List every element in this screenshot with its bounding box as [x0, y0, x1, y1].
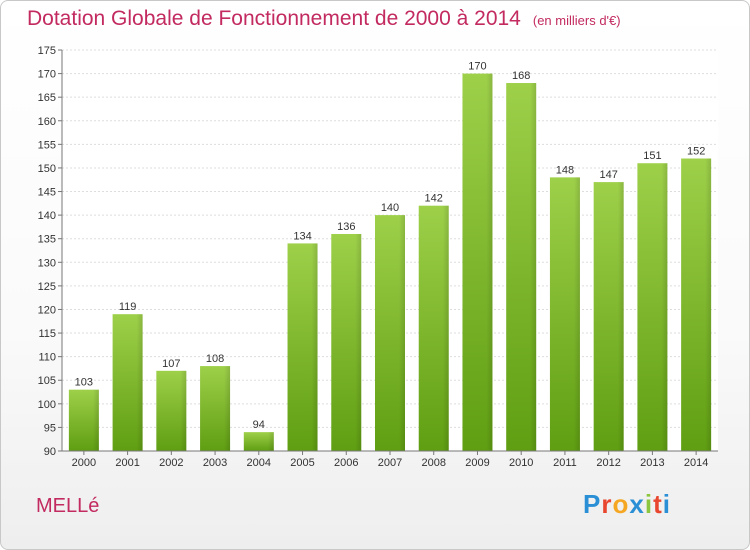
y-tick-label: 175: [38, 45, 56, 57]
y-tick-label: 120: [38, 304, 56, 316]
proxiti-logo: Proxiti: [583, 489, 671, 520]
y-tick-label: 105: [38, 375, 56, 387]
value-label-2005: 134: [293, 230, 311, 242]
bar-shade-2009: [486, 73, 493, 452]
x-tick-label-2000: 2000: [72, 457, 96, 469]
value-label-2009: 170: [468, 61, 486, 73]
value-label-2011: 148: [556, 164, 574, 176]
logo-letter: P: [583, 489, 602, 519]
value-label-2001: 119: [119, 301, 137, 313]
logo-letter: i: [644, 489, 654, 519]
bar-shade-2007: [399, 215, 405, 451]
value-label-2007: 140: [381, 202, 399, 214]
y-tick-label: 95: [44, 422, 56, 434]
value-label-2003: 108: [206, 353, 224, 365]
chart-title: Dotation Globale de Fonctionnement de 20…: [27, 7, 621, 31]
value-label-2012: 147: [599, 169, 617, 181]
x-tick-label-2005: 2005: [290, 457, 314, 469]
y-tick-label: 145: [38, 187, 56, 199]
x-tick-label-2012: 2012: [596, 457, 620, 469]
x-tick-label-2013: 2013: [640, 457, 664, 469]
logo-letter: t: [653, 489, 663, 519]
y-tick-label: 115: [38, 328, 56, 340]
x-tick-label-2003: 2003: [203, 457, 227, 469]
bar-shade-2006: [355, 233, 362, 451]
value-label-2013: 151: [643, 150, 661, 162]
bar-shade-2011: [573, 177, 580, 451]
x-tick-label-2002: 2002: [159, 457, 183, 469]
bar-2004: [243, 432, 274, 451]
y-tick-label: 100: [38, 399, 56, 411]
value-label-2008: 142: [425, 193, 443, 205]
bar-shade-2005: [311, 243, 318, 451]
bar-shade-2008: [442, 205, 449, 451]
y-tick-label: 170: [38, 69, 56, 81]
value-label-2004: 94: [253, 419, 265, 431]
x-tick-label-2009: 2009: [465, 457, 489, 469]
y-tick-label: 165: [38, 92, 56, 104]
value-label-2006: 136: [337, 221, 355, 233]
x-tick-label-2007: 2007: [378, 457, 402, 469]
logo-letter: r: [601, 489, 613, 519]
x-tick-label-2001: 2001: [115, 457, 139, 469]
bar-shade-2000: [92, 389, 99, 451]
x-tick-label-2008: 2008: [421, 457, 445, 469]
value-label-2010: 168: [512, 70, 530, 82]
x-tick-label-2004: 2004: [247, 457, 271, 469]
value-label-2014: 152: [687, 146, 705, 158]
commune-name: MELLé: [36, 495, 100, 517]
x-tick-label-2010: 2010: [509, 457, 533, 469]
bar-shade-2014: [705, 158, 712, 451]
bar-shade-2010: [530, 83, 537, 451]
y-tick-label: 160: [38, 116, 56, 128]
y-tick-label: 135: [38, 234, 56, 246]
y-tick-label: 110: [38, 352, 56, 364]
bar-shade-2001: [136, 314, 143, 451]
y-tick-label: 155: [38, 139, 56, 151]
value-label-2000: 103: [75, 377, 93, 389]
value-label-2002: 107: [162, 358, 180, 370]
bar-shade-2013: [661, 163, 668, 452]
y-tick-label: 125: [38, 281, 56, 293]
y-tick-label: 150: [38, 163, 56, 175]
title-text: Dotation Globale de Fonctionnement de 20…: [27, 7, 521, 30]
y-tick-label: 90: [44, 446, 56, 458]
logo-letter: i: [662, 489, 671, 519]
x-tick-label-2014: 2014: [684, 457, 708, 469]
logo-letter: x: [629, 489, 645, 519]
y-tick-label: 140: [38, 210, 56, 222]
x-tick-label-2011: 2011: [553, 457, 577, 469]
bar-shade-2012: [617, 182, 624, 451]
y-tick-label: 130: [38, 257, 56, 269]
bar-shade-2003: [224, 366, 231, 451]
bar-shade-2004: [267, 432, 274, 451]
bar-shade-2002: [180, 370, 187, 451]
title-unit: (en milliers d'€): [532, 13, 621, 28]
x-tick-label-2006: 2006: [334, 457, 358, 469]
logo-letter: o: [612, 489, 630, 519]
